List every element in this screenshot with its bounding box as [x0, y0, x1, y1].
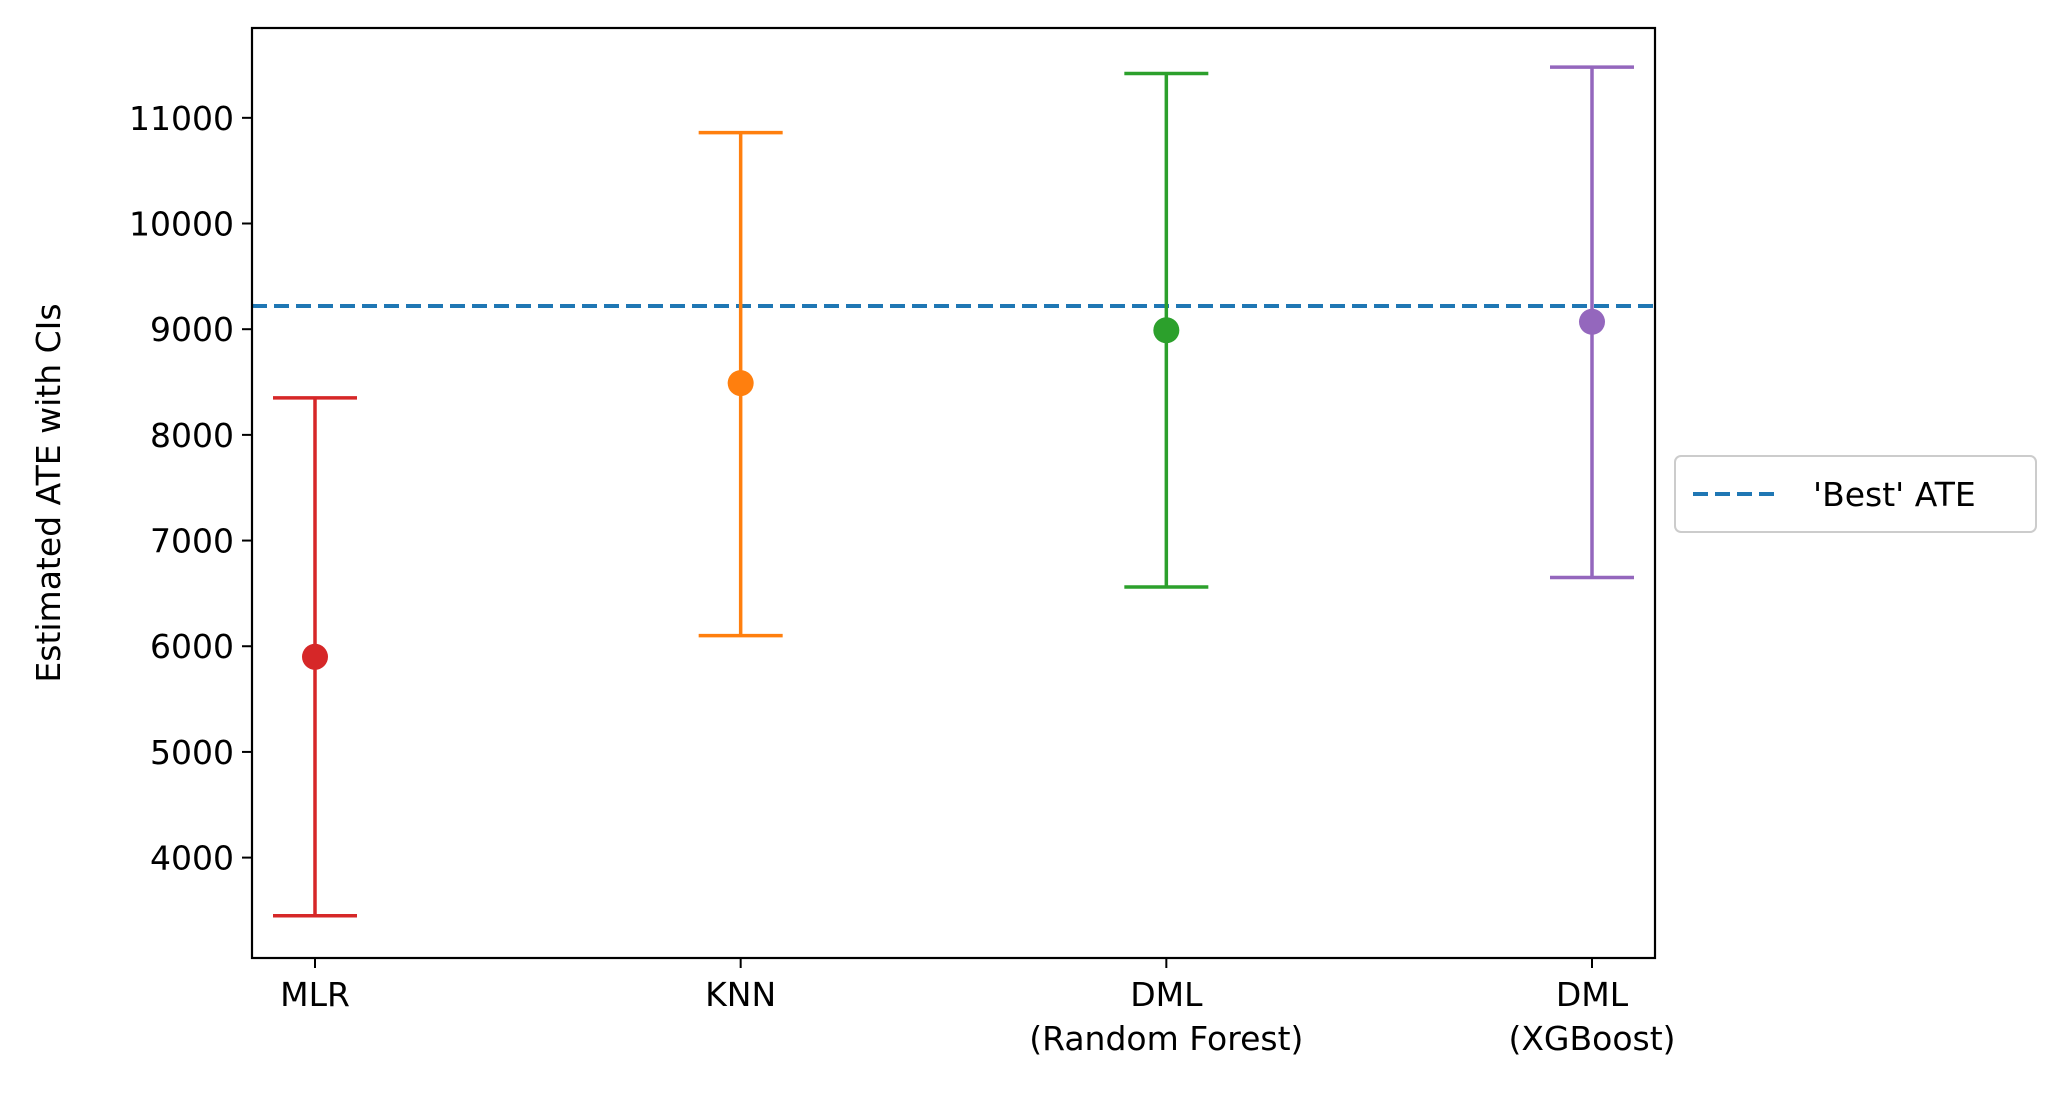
- x-tick-label: DML (XGBoost): [1508, 975, 1675, 1058]
- x-tick-label: MLR: [280, 975, 350, 1014]
- y-tick-label: 8000: [150, 416, 234, 455]
- axes-frame: [250, 26, 1657, 960]
- y-tick-label: 6000: [150, 627, 234, 666]
- y-tick-label: 7000: [150, 522, 234, 561]
- errorbar-series-1: [698, 130, 783, 638]
- x-tick-label: DML (Random Forest): [1029, 975, 1303, 1058]
- x-axis: MLR KNN DML (Random Forest) DML (XGBoost): [280, 958, 1676, 1058]
- plot-area: [252, 65, 1655, 918]
- y-tick-label: 5000: [150, 733, 234, 772]
- estimate-point: [1153, 317, 1180, 344]
- legend-box: [1674, 455, 2037, 533]
- legend-entry-best-ate: 'Best' ATE: [1813, 475, 1976, 514]
- estimate-point: [1579, 308, 1605, 335]
- y-tick-label: 4000: [150, 839, 234, 878]
- y-tick-label: 11000: [129, 99, 234, 138]
- y-axis-label: Estimated ATE with CIs: [29, 303, 68, 682]
- y-tick-label: 10000: [129, 205, 234, 244]
- errorbar-series-3: [1550, 65, 1634, 580]
- y-tick-label: 9000: [150, 310, 234, 349]
- estimate-point: [727, 370, 754, 397]
- legend: 'Best' ATE: [1674, 455, 2037, 533]
- errorbar-series-2: [1124, 71, 1209, 589]
- y-axis: 4000 5000 6000 7000 8000 9000 10000 11000: [129, 99, 252, 878]
- x-tick-label: KNN: [705, 975, 776, 1014]
- errorbar-series-0: [273, 396, 357, 918]
- estimate-point: [302, 643, 328, 670]
